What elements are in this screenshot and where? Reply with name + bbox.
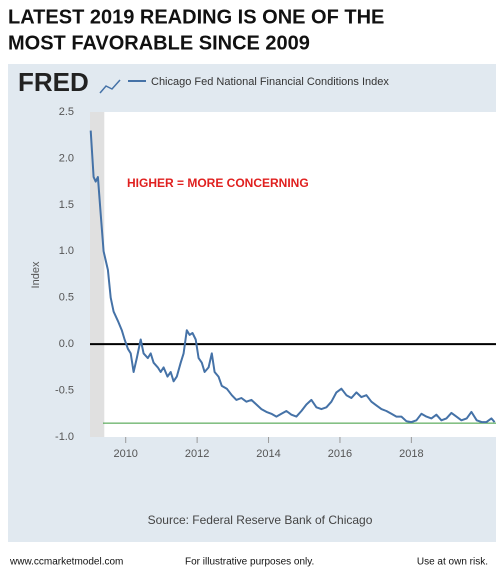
series-line — [89, 130, 496, 424]
x-tick-label: 2012 — [185, 448, 209, 460]
y-tick-label: -0.5 — [55, 384, 74, 396]
footer-text: For illustrative purposes only. — [185, 557, 314, 568]
logo-icon — [99, 79, 121, 94]
annotation: HIGHER = MORE CONCERNING — [127, 176, 309, 190]
x-tick-label: 2016 — [328, 448, 352, 460]
title-line: MOST FAVORABLE SINCE 2009 — [8, 32, 310, 54]
logo: FRED — [18, 67, 89, 97]
y-tick-label: 0.0 — [59, 338, 74, 350]
y-tick-label: 2.0 — [59, 152, 74, 164]
footer-text: www.ccmarketmodel.com — [9, 557, 123, 568]
title-line: LATEST 2019 READING IS ONE OF THE — [8, 6, 384, 28]
footer-text: Use at own risk. — [417, 557, 488, 568]
x-tick-label: 2018 — [399, 448, 423, 460]
y-tick-label: 1.0 — [59, 245, 74, 257]
y-tick-label: -1.0 — [55, 431, 74, 443]
legend-label: Chicago Fed National Financial Condition… — [151, 76, 389, 88]
y-tick-label: 1.5 — [59, 199, 74, 211]
y-tick-label: 2.5 — [59, 106, 74, 118]
y-tick-label: 0.5 — [59, 292, 74, 304]
plot-area — [90, 112, 496, 437]
x-tick-label: 2014 — [256, 448, 280, 460]
recession-shade — [90, 112, 105, 437]
x-tick-label: 2010 — [113, 448, 137, 460]
y-axis-label: Index — [30, 261, 42, 288]
source: Source: Federal Reserve Bank of Chicago — [148, 513, 373, 527]
